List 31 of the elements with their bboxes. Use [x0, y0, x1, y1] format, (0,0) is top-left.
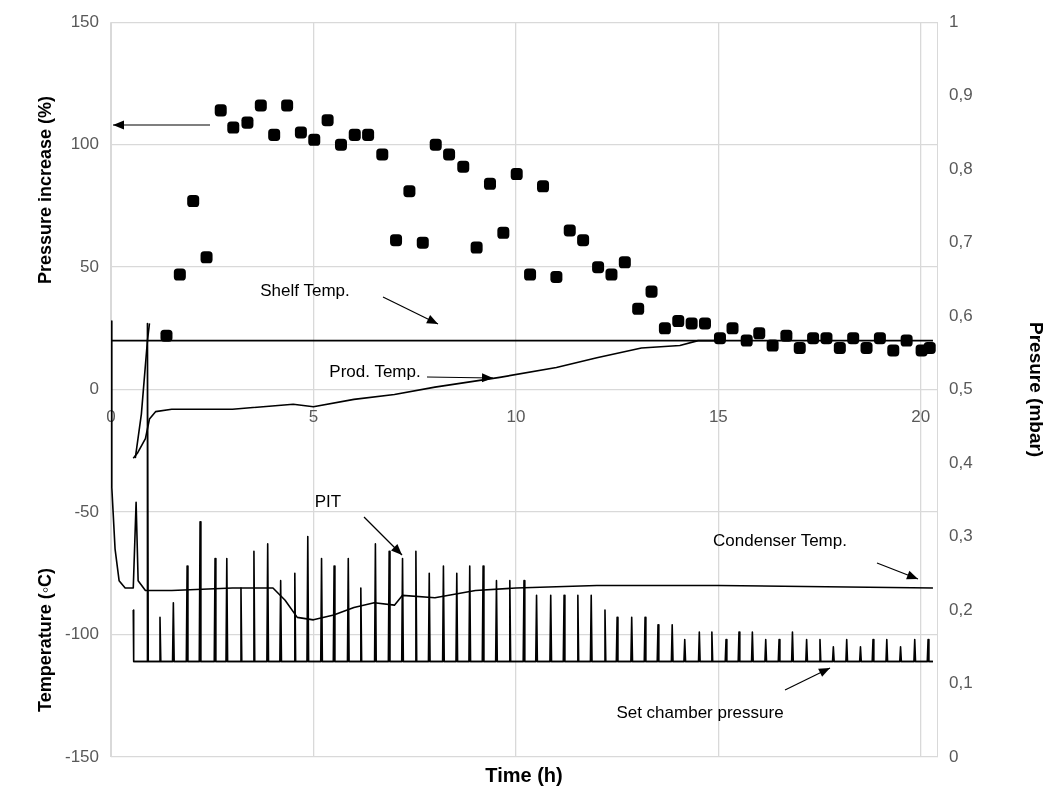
annotation: PIT	[314, 491, 342, 511]
text: Pressure increase (%)	[34, 95, 55, 285]
x-tick-label: 10	[506, 407, 526, 427]
x-axis-title: Time (h)	[485, 763, 563, 786]
x-tick-label: 5	[308, 407, 319, 427]
y2-tick-label: 0,6	[949, 305, 973, 325]
y2-tick-label: 0,9	[949, 85, 973, 105]
y-tick-label: 0	[89, 379, 99, 399]
annotation: Prod. Temp.	[329, 361, 421, 381]
y2-tick-label: 0,3	[949, 526, 973, 546]
y-tick-label: 100	[70, 134, 99, 154]
y2-tick-label: 1	[949, 11, 959, 31]
y-axis-title: Temperature (◦C)	[34, 567, 55, 713]
y2-tick-label: 0,2	[949, 599, 973, 619]
annotation: Condenser Temp.	[713, 530, 847, 550]
y2-tick-label: 0,5	[949, 379, 973, 399]
y-tick-label: -150	[64, 746, 99, 766]
x-tick-label: 20	[911, 407, 931, 427]
y-tick-label: -50	[74, 501, 99, 521]
y2-tick-label: 0,8	[949, 158, 973, 178]
y2-tick-label: 0,7	[949, 232, 973, 252]
y-tick-label: -100	[64, 624, 99, 644]
y-tick-label: 50	[80, 256, 99, 276]
annotation: Shelf Temp.	[260, 280, 350, 300]
x-tick-label: 15	[708, 407, 728, 427]
y2-tick-label: 0	[949, 746, 959, 766]
y2-tick-label: 0,4	[949, 452, 973, 472]
y2-tick-label: 0,1	[949, 673, 973, 693]
y2-axis-title: Presure (mbar)	[1026, 322, 1048, 458]
y-tick-label: 150	[70, 11, 99, 31]
annotation: Set chamber pressure	[616, 702, 784, 722]
